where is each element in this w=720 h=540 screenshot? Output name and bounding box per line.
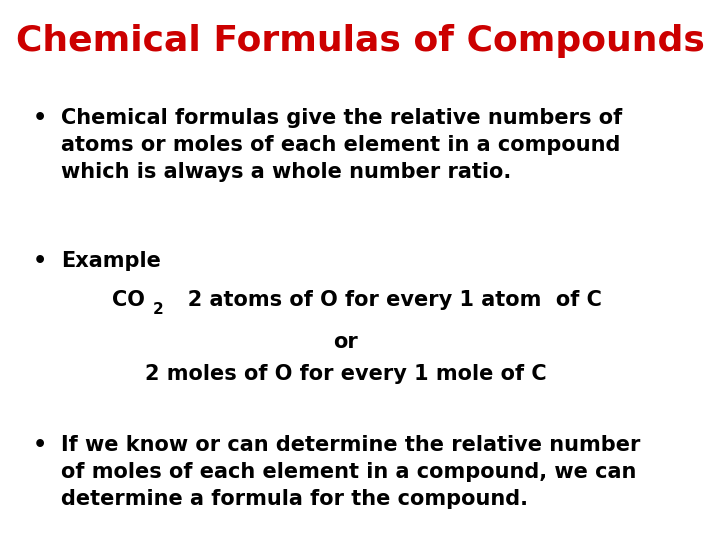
- Text: •: •: [32, 108, 47, 128]
- Text: 2 moles of O for every 1 mole of C: 2 moles of O for every 1 mole of C: [145, 364, 546, 384]
- Text: Example: Example: [61, 251, 161, 271]
- Text: 2: 2: [153, 302, 163, 317]
- Text: or: or: [333, 332, 358, 352]
- Text: Chemical Formulas of Compounds: Chemical Formulas of Compounds: [16, 24, 704, 58]
- Text: CO: CO: [112, 290, 145, 310]
- Text: •: •: [32, 251, 47, 271]
- Text: •: •: [32, 435, 47, 455]
- Text: Chemical formulas give the relative numbers of
atoms or moles of each element in: Chemical formulas give the relative numb…: [61, 108, 623, 183]
- Text: 2 atoms of O for every 1 atom  of C: 2 atoms of O for every 1 atom of C: [166, 290, 601, 310]
- Text: If we know or can determine the relative number
of moles of each element in a co: If we know or can determine the relative…: [61, 435, 641, 509]
